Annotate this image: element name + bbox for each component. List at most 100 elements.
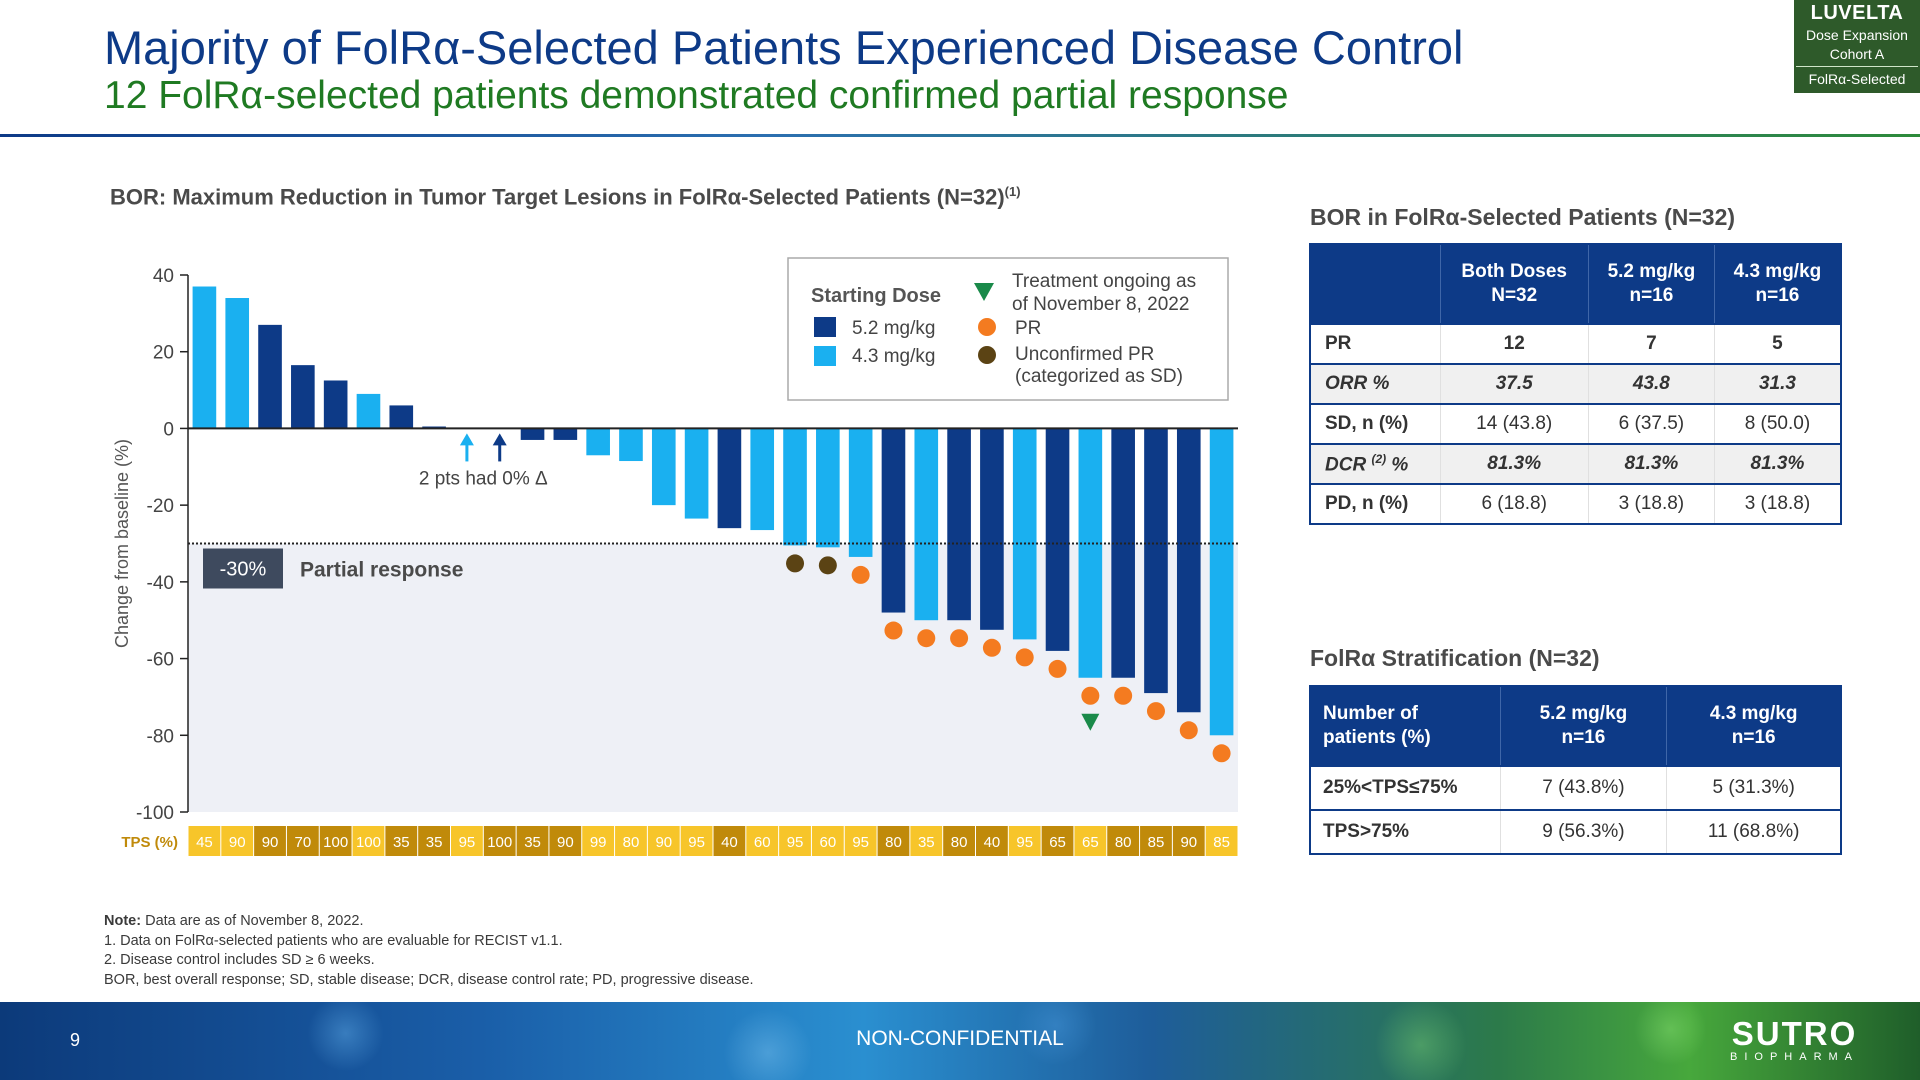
tps-row: 45 90 90 70 100 100 35 35 95 100 35 90 99 80 90 95 40 60 9… (188, 826, 1238, 856)
legend-title: Starting Dose (811, 285, 941, 307)
strat-header-label-l2: patients (%) (1323, 727, 1431, 748)
tps-value: 80 (951, 834, 968, 851)
bar (1176, 428, 1201, 713)
tps-cell (976, 826, 1008, 856)
footer-texture (0, 1002, 1920, 1080)
table-row: ORR % 37.5 43.8 31.3 (1310, 363, 1841, 404)
tps-value: 100 (323, 834, 348, 851)
tps-value: 80 (1115, 834, 1132, 851)
tps-cell (844, 826, 877, 856)
bar (1209, 428, 1234, 736)
strat-header-row: Number of patients (%) 5.2 mg/kg n=16 4.3 … (1310, 686, 1841, 766)
bar (323, 380, 348, 429)
tps-value: 95 (688, 834, 705, 851)
cohort-badge: LUVELTA Dose Expansion Cohort A FolRα-Se… (1794, 0, 1920, 93)
bor-header-43-l1: 4.3 mg/kg (1733, 261, 1822, 282)
note-line-0: Note: Data are as of November 8, 2022. (104, 912, 754, 932)
table-row: PD, n (%) 6 (18.8) 3 (18.8) 3 (18.8) (1310, 483, 1841, 524)
tps-cell (1140, 826, 1172, 856)
pr-marker (884, 621, 903, 640)
up-arrow-icon (492, 433, 507, 446)
tps-cell (188, 826, 221, 856)
tps-value: 65 (1049, 834, 1066, 851)
note-line-2: 2. Disease control includes SD ≥ 6 weeks… (104, 952, 375, 968)
cell: 5 (31.3%) (1666, 765, 1841, 810)
unconfirmed-pr-marker (818, 556, 837, 575)
tps-value: 90 (1180, 834, 1197, 851)
tps-value: 100 (487, 834, 512, 851)
note-text-0: Data are as of November 8, 2022. (141, 913, 364, 929)
tps-cell (418, 826, 450, 856)
bar (980, 428, 1004, 630)
strat-header-43-l1: 4.3 mg/kg (1709, 703, 1798, 724)
bor-header-43: 4.3 mg/kg n=16 (1714, 244, 1841, 324)
tps-cell (615, 826, 647, 856)
tps-value: 60 (820, 834, 837, 851)
bar (1078, 428, 1103, 678)
cell: 37.5 (1440, 363, 1589, 404)
cell: 6 (37.5) (1588, 403, 1715, 444)
bar (750, 428, 775, 531)
bar (520, 428, 545, 440)
pr-marker (851, 565, 870, 584)
bar (717, 428, 742, 529)
tps-value: 90 (262, 834, 279, 851)
tps-value: 90 (557, 834, 574, 851)
table-row: TPS>75% 9 (56.3%) 11 (68.8%) (1310, 809, 1841, 854)
pr-marker (1048, 659, 1067, 678)
y-tick-label: -80 (147, 726, 174, 747)
bar (553, 428, 578, 440)
table-row: SD, n (%) 14 (43.8) 6 (37.5) 8 (50.0) (1310, 403, 1841, 444)
pr-marker (917, 629, 936, 648)
tps-value: 85 (1148, 834, 1165, 851)
y-tick-label: -100 (136, 803, 174, 824)
tps-value: 45 (196, 834, 213, 851)
tps-cell (319, 826, 352, 856)
bor-header-52: 5.2 mg/kg n=16 (1588, 244, 1715, 324)
y-tick-label: 20 (153, 343, 174, 364)
tps-value: 90 (655, 834, 672, 851)
cell: 8 (50.0) (1714, 403, 1841, 444)
note-line-1: 1. Data on FolRα-selected patients who a… (104, 932, 563, 949)
tps-value: 35 (918, 834, 935, 851)
cell: 6 (18.8) (1440, 483, 1589, 524)
tps-value: 95 (852, 834, 869, 851)
dcr-label: DCR (1325, 454, 1367, 476)
tps-cell (647, 826, 680, 856)
y-axis-label: Change from baseline (%) (112, 439, 132, 648)
footnotes: Note: Data are as of November 8, 2022. 1… (104, 912, 754, 990)
note-line-3: BOR, best overall response; SD, stable d… (104, 971, 754, 988)
badge-line-3: Cohort A (1829, 46, 1885, 62)
logo-wordmark: SUTRO (1731, 1015, 1858, 1052)
dcr-suffix: % (1386, 454, 1409, 476)
tps-value: 35 (393, 834, 410, 851)
cell: 11 (68.8%) (1666, 809, 1841, 854)
row-label: DCR (2) % (1310, 443, 1441, 484)
pr-marker (1081, 686, 1100, 705)
ongoing-triangle-icon (974, 283, 994, 301)
strat-header-52-l2: n=16 (1561, 727, 1606, 748)
bar (192, 286, 217, 429)
tps-value: 85 (1213, 834, 1230, 851)
pr-marker (1146, 702, 1165, 721)
zero-change-annotation: 2 pts had 0% Δ (419, 468, 548, 489)
strat-header-43: 4.3 mg/kg n=16 (1666, 686, 1841, 766)
tps-cell (1172, 826, 1205, 856)
cell: 9 (56.3%) (1500, 809, 1668, 854)
footer-bar: 9 NON-CONFIDENTIAL SUTRO BIOPHARMA (0, 1002, 1920, 1080)
ongoing-marker (1081, 713, 1100, 731)
badge-line-2: Dose Expansion (1806, 27, 1908, 43)
logo-subline: BIOPHARMA (1730, 1051, 1860, 1063)
tps-cell (943, 826, 975, 856)
pr-marker (1015, 648, 1034, 667)
table-row: PR 12 7 5 (1310, 323, 1841, 364)
tps-value: 80 (885, 834, 902, 851)
unconfirmed-pr-dot-icon (978, 346, 996, 364)
tps-cell (877, 826, 910, 856)
threshold-value-label: -30% (220, 559, 267, 581)
y-tick-label: -20 (147, 496, 174, 517)
sutro-logo: SUTRO BIOPHARMA (1730, 1015, 1860, 1064)
tps-value: 99 (590, 834, 607, 851)
bar (619, 428, 643, 462)
bor-header-blank (1310, 244, 1441, 324)
